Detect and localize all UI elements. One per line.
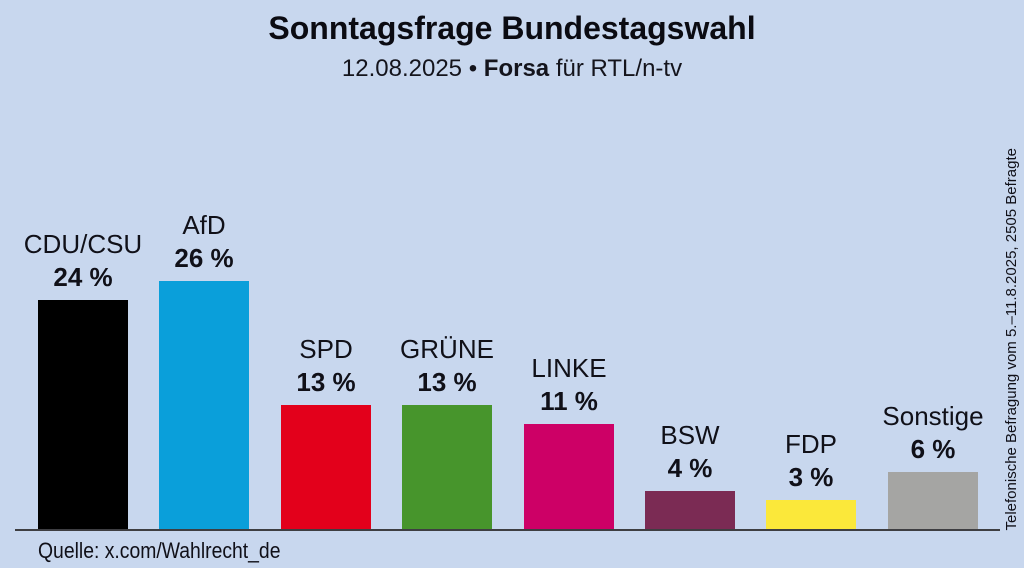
subtitle-institute: Forsa [483, 55, 550, 82]
bar-party-name: CDU/CSU [23, 229, 143, 259]
bar-party-name: LINKE [531, 353, 607, 383]
bar-party-name: FDP [785, 429, 837, 459]
bar-value-label: 11 % [540, 386, 598, 416]
bar-gr-ne [402, 405, 492, 529]
bar-value-label: 6 % [910, 434, 956, 464]
subtitle-client: für RTL/n-tv [555, 55, 683, 82]
bar-label-sonstige: Sonstige 6 % [823, 400, 1024, 466]
bar-linke [524, 424, 614, 529]
bar-label-afd: AfD 26 % [94, 209, 314, 275]
bar-label-gr-ne: GRÜNE 13 % [337, 333, 557, 399]
source-note: Quelle: x.com/Wahlrecht_de [38, 538, 281, 563]
bar-label-cdu-csu: CDU/CSU 24 % [0, 228, 193, 294]
bar-value-label: 3 % [788, 462, 834, 492]
x-axis-line [15, 529, 1000, 531]
bar-bsw [645, 491, 735, 529]
subtitle-separator: • [468, 55, 478, 82]
bar-party-name: SPD [299, 334, 353, 364]
bar-party-name: BSW [660, 420, 720, 450]
bar-cdu-csu [38, 300, 128, 529]
bar-party-name: AfD [182, 210, 226, 240]
bar-label-fdp: FDP 3 % [701, 428, 921, 494]
bar-afd [159, 281, 249, 529]
bar-spd [281, 405, 371, 529]
bar-party-name: GRÜNE [400, 334, 494, 364]
bar-fdp [766, 500, 856, 529]
chart-title: Sonntagsfrage Bundestagswahl [268, 10, 756, 46]
survey-note: Telefonische Befragung vom 5.–11.8.2025,… [1003, 147, 1020, 531]
chart-subtitle: 12.08.2025 • Forsa für RTL/n-tv [0, 55, 1024, 83]
bar-value-label: 26 % [174, 243, 234, 273]
bar-value-label: 24 % [53, 262, 113, 292]
bar-value-label: 13 % [296, 367, 356, 397]
bar-value-label: 4 % [667, 453, 713, 483]
subtitle-date: 12.08.2025 [341, 55, 463, 82]
bar-label-linke: LINKE 11 % [459, 352, 679, 418]
bar-sonstige [888, 472, 978, 529]
bar-party-name: Sonstige [882, 401, 984, 431]
bar-value-label: 13 % [417, 367, 477, 397]
bar-label-bsw: BSW 4 % [580, 419, 800, 485]
bar-label-spd: SPD 13 % [216, 333, 436, 399]
